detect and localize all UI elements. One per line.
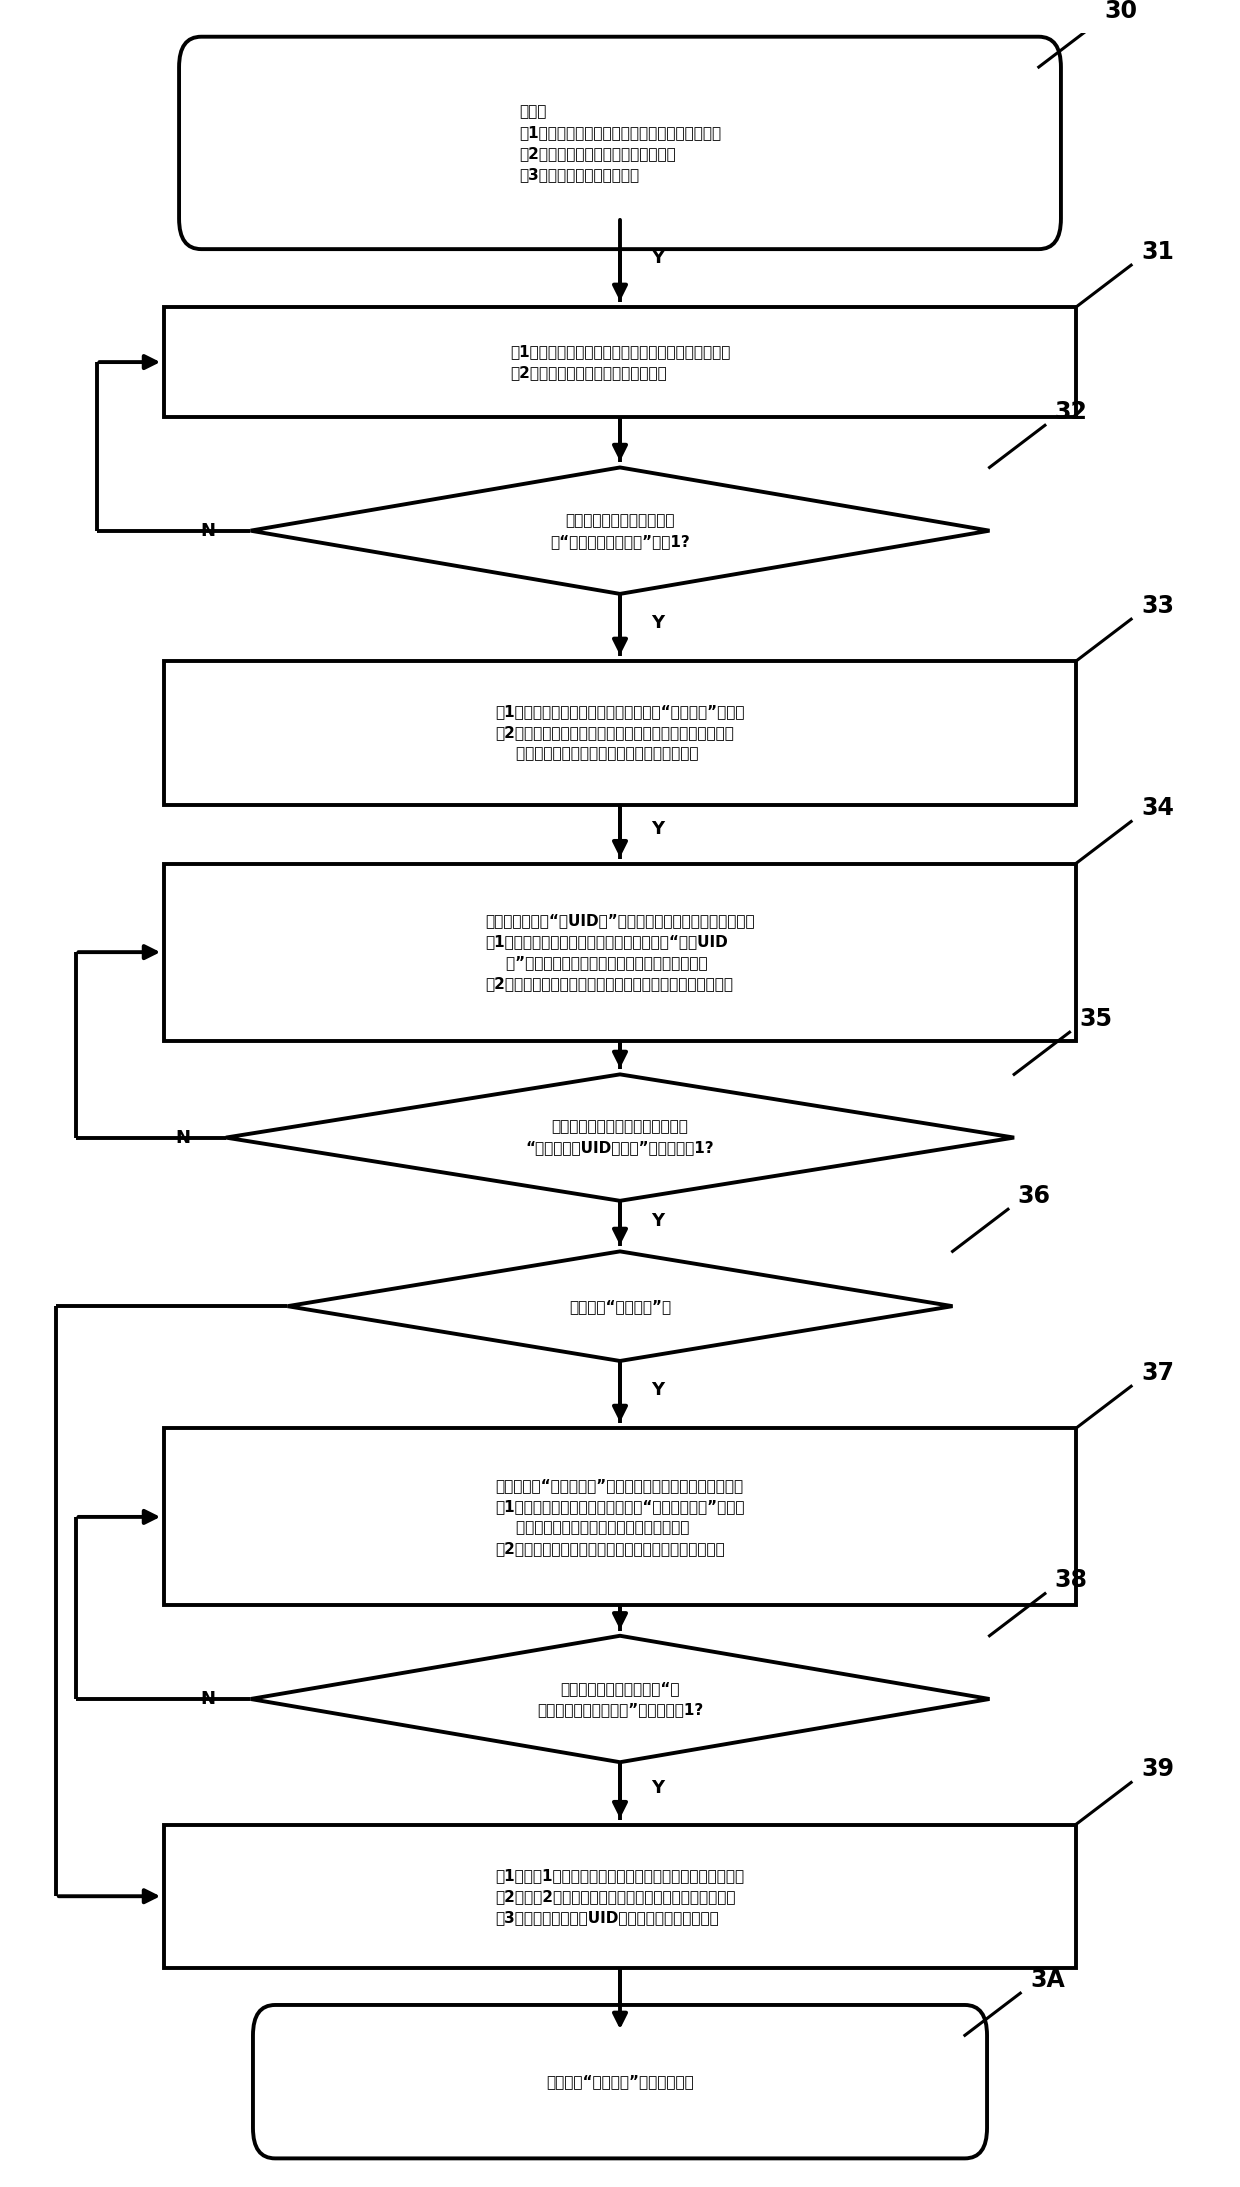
Polygon shape [288, 1251, 952, 1360]
Text: N: N [200, 1691, 215, 1708]
Text: 3A: 3A [1030, 1968, 1065, 1992]
Text: N: N [200, 523, 215, 540]
Text: 38: 38 [1055, 1568, 1087, 1592]
Text: 点火控制器接收点火装置反馈信息
“指令执行、UID码选中”指示位都为1?: 点火控制器接收点火装置反馈信息 “指令执行、UID码选中”指示位都为1? [526, 1120, 714, 1155]
Text: Y: Y [651, 249, 663, 267]
Text: 准备：
（1）点火装置（内含一颗空白点火驱动芯片）；
（2）点火控制器（信息注入设备）；
（3）扫描点火装置的壳体码: 准备： （1）点火装置（内含一颗空白点火驱动芯片）； （2）点火控制器（信息注入… [518, 105, 722, 182]
Polygon shape [250, 468, 990, 595]
Text: （1）点火控制器通过点火装置脚线发送“时钟校验”指令；
（2）点火装置进行时钟校验，编程模式下把最终校准值写
    入内部一次性可编程存储器对应地址空间里；: （1）点火控制器通过点火装置脚线发送“时钟校验”指令； （2）点火装置进行时钟校… [495, 704, 745, 761]
Text: 点火控制器读寄存器指令获
得“已检测下行标宽值”位为1?: 点火控制器读寄存器指令获 得“已检测下行标宽值”位为1? [551, 512, 689, 549]
Text: Y: Y [651, 615, 663, 632]
Text: 34: 34 [1141, 796, 1174, 820]
Text: 36: 36 [1018, 1183, 1050, 1207]
Text: Y: Y [651, 1380, 663, 1400]
FancyBboxPatch shape [179, 37, 1061, 249]
Text: 需要写入“点火密码”？: 需要写入“点火密码”？ [569, 1299, 671, 1314]
Text: Y: Y [651, 1212, 663, 1229]
Bar [164, 1428, 1076, 1605]
Polygon shape [250, 1636, 990, 1763]
Text: （1）点火控制器通过点火装置脚线发送标准脉宽帧；
（2）点火装置检测下行标准脉宽值；: （1）点火控制器通过点火装置脚线发送标准脉宽帧； （2）点火装置检测下行标准脉宽… [510, 343, 730, 381]
FancyBboxPatch shape [253, 2005, 987, 2159]
Bar [164, 660, 1076, 805]
Text: 完成当前“点火装置”的信息注入；: 完成当前“点火装置”的信息注入； [546, 2073, 694, 2089]
Text: 点火控制器接收反馈信息“指
令执行、比对点火密码”指示位都为1?: 点火控制器接收反馈信息“指 令执行、比对点火密码”指示位都为1? [537, 1682, 703, 1717]
Text: 35: 35 [1079, 1006, 1112, 1030]
Text: 31: 31 [1141, 241, 1174, 265]
Bar [164, 308, 1076, 418]
Text: Y: Y [651, 820, 663, 838]
Text: 39: 39 [1141, 1756, 1174, 1780]
Text: Y: Y [651, 1780, 663, 1798]
Text: 30: 30 [1104, 0, 1137, 24]
Polygon shape [226, 1074, 1014, 1201]
Bar [164, 1824, 1076, 1968]
Text: 起爆器发送“写点火密码”指令后接收点火装置的反馈信息：
（1）如执行成功，点火控制器发送“比对点火密码”指令，
    等待接收点火装置执行指令后的反馈信息；
: 起爆器发送“写点火密码”指令后接收点火装置的反馈信息： （1）如执行成功，点火控… [495, 1478, 745, 1555]
Text: 37: 37 [1141, 1360, 1174, 1384]
Text: 32: 32 [1055, 400, 1087, 424]
Text: 点火控制器发送“写UID码”指令后接收点火装置的反馈信息：
（1）反馈显示指令执行成功，点火控制器发“选中UID
    码”指令，等待接收芯片执行指令后的反馈: 点火控制器发送“写UID码”指令后接收点火装置的反馈信息： （1）反馈显示指令执… [485, 914, 755, 991]
Text: （1）情况1：注入信息必须上传国家指定的平台进行备案；
（2）情况2：注入信息只需上传产品所有者的管理平台；
（3）上传信息：包括UID码、点火密码、壳体码；: （1）情况1：注入信息必须上传国家指定的平台进行备案； （2）情况2：注入信息只… [496, 1868, 744, 1925]
Bar [164, 864, 1076, 1041]
Text: 33: 33 [1141, 593, 1174, 617]
Text: N: N [175, 1128, 190, 1146]
